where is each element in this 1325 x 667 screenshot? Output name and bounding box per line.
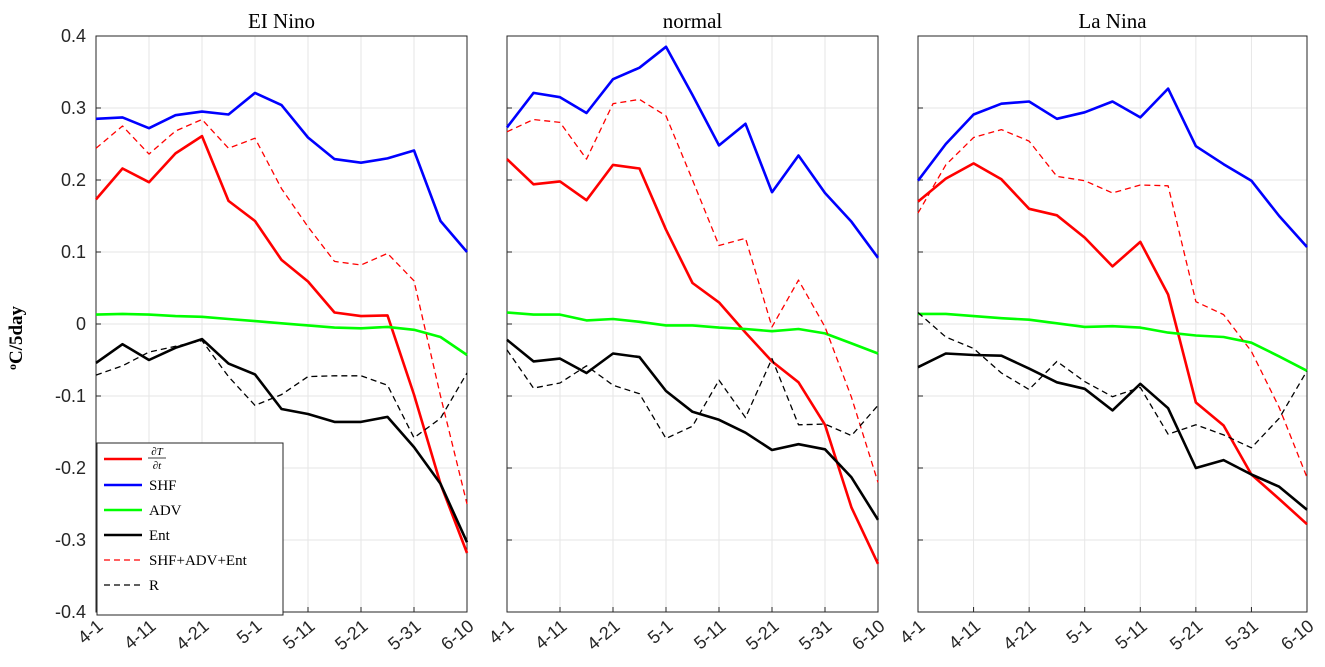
- panel-title: EI Nino: [248, 9, 315, 33]
- x-tick-label: 5-31: [384, 616, 424, 654]
- panel-1: normal 4-1 4-11 4-21 5-1 5-11 5-21 5-31 6-10: [485, 9, 889, 654]
- y-tick-label: -0.3: [55, 530, 86, 550]
- series-line-2: [506, 311, 879, 355]
- series-line-3: [95, 337, 469, 543]
- series-line-5: [917, 312, 1308, 449]
- series-line-3: [917, 352, 1308, 511]
- legend-label-adv: ADV: [149, 503, 182, 519]
- legend: ∂T ∂t SHF ADV Ent SHF+ADV+Ent R: [96, 442, 284, 616]
- x-tick-label: 4-21: [583, 616, 623, 654]
- legend-label-sum: SHF+ADV+Ent: [149, 553, 248, 569]
- series-line-4: [506, 98, 879, 483]
- x-tick-label: 6-10: [848, 616, 888, 654]
- series-line-4: [95, 118, 468, 505]
- x-tick-label: 5-1: [233, 616, 266, 648]
- x-tick-label: 5-31: [795, 616, 835, 654]
- legend-label-ent: Ent: [149, 528, 171, 544]
- series-line-0: [917, 162, 1308, 526]
- series-line-0: [506, 158, 880, 565]
- x-tick-label: 4-21: [172, 616, 212, 654]
- y-tick-label: 0.3: [61, 98, 86, 118]
- legend-box: [96, 442, 284, 616]
- y-tick-label: 0.2: [61, 170, 86, 190]
- legend-label-shf: SHF: [149, 478, 177, 494]
- x-tick-label: 6-10: [437, 616, 477, 654]
- x-tick-label: 5-21: [331, 616, 371, 654]
- series-line-3: [506, 338, 880, 521]
- y-tick-label: 0.1: [61, 242, 86, 262]
- x-tick-label: 6-10: [1277, 616, 1317, 654]
- panel-title: La Nina: [1078, 9, 1147, 33]
- x-tick-label: 4-11: [120, 616, 159, 654]
- series-line-0: [95, 134, 469, 554]
- y-tick-label: -0.2: [55, 458, 86, 478]
- series-line-2: [918, 312, 1308, 372]
- y-tick-label: -0.1: [55, 386, 86, 406]
- x-tick-label: 4-1: [485, 616, 518, 648]
- y-axis-label-superscript: o: [5, 364, 19, 370]
- y-axis-label: oC/5day: [5, 305, 27, 370]
- x-tick-label: 4-11: [945, 616, 984, 654]
- y-tick-label: -0.4: [55, 602, 86, 622]
- y-axis-label-unit: C/5day: [6, 305, 27, 364]
- series-line-1: [505, 45, 880, 259]
- x-tick-label: 5-21: [1166, 616, 1206, 654]
- x-tick-label: 4-1: [896, 616, 929, 648]
- x-tick-label: 5-1: [1063, 616, 1096, 648]
- legend-label-r: R: [149, 578, 159, 594]
- x-tick-label: 5-21: [742, 616, 782, 654]
- y-tick-label: 0: [76, 314, 86, 334]
- series-line-5: [506, 349, 879, 440]
- panel-2: La Nina 4-1 4-11 4-21 5-1 5-11 5-21 5-31 6-10: [896, 9, 1318, 654]
- x-tick-label: 5-31: [1222, 616, 1262, 654]
- legend-label-dTdt-denominator: ∂t: [153, 460, 162, 472]
- series-line-2: [95, 312, 468, 357]
- series-line-1: [916, 87, 1308, 248]
- x-tick-label: 5-1: [644, 616, 677, 648]
- x-tick-label: 4-21: [999, 616, 1039, 654]
- series-line-5: [95, 339, 468, 439]
- x-tick-label: 5-11: [1111, 616, 1150, 654]
- x-tick-label: 4-11: [531, 616, 570, 654]
- x-tick-label: 5-11: [690, 616, 729, 654]
- legend-label-dTdt-numerator: ∂T: [151, 446, 163, 458]
- y-tick-label: 0.4: [61, 26, 86, 46]
- series-line-1: [95, 91, 468, 253]
- panel-title: normal: [663, 9, 723, 33]
- series-line-4: [917, 128, 1308, 478]
- x-tick-label: 5-11: [279, 616, 318, 654]
